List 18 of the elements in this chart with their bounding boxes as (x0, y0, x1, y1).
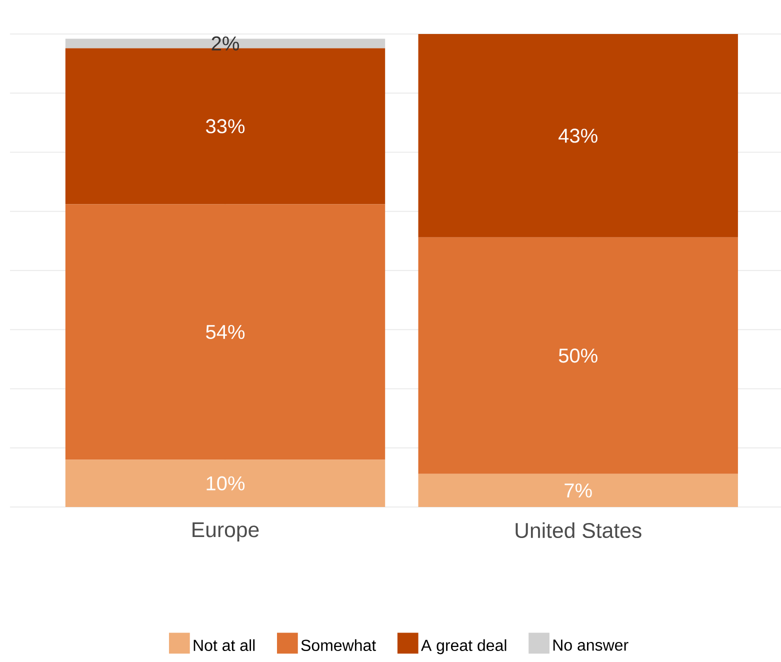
x-tick-label: Europe (192, 522, 259, 542)
bar (418, 34, 738, 238)
data-label: 33% (206, 119, 245, 134)
data-label: 50% (558, 348, 598, 363)
data-label: 2% (212, 36, 239, 51)
data-label: 54% (206, 324, 245, 340)
legend-label: Somewhat (301, 639, 376, 652)
bar (418, 474, 738, 508)
legend-label: No answer (553, 640, 628, 651)
data-label: 43% (558, 128, 598, 143)
legend-label: A great deal (421, 639, 506, 654)
bar (418, 237, 738, 474)
data-label: 10% (206, 476, 245, 490)
bar (65, 204, 386, 460)
data-label: 7% (564, 483, 592, 498)
legend-label: Not at all (194, 639, 255, 652)
x-tick-label: United States (516, 522, 642, 538)
bar (65, 460, 386, 508)
